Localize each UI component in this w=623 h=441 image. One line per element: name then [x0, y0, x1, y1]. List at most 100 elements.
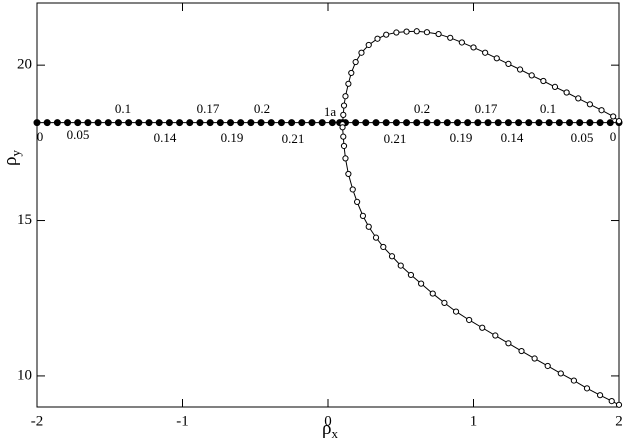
data-point: [563, 89, 570, 96]
data-point: [328, 119, 336, 127]
data-point: [365, 41, 372, 49]
data-point: [318, 119, 326, 127]
annotation: 0.05: [571, 130, 594, 145]
data-point: [196, 119, 204, 127]
data-point: [372, 234, 380, 241]
annotation: 0: [37, 129, 44, 144]
annotation: 0.21: [384, 131, 407, 146]
data-point: [610, 113, 617, 120]
annotation: 0.19: [450, 130, 473, 145]
annotation: 0.19: [221, 130, 244, 145]
data-point: [583, 385, 591, 392]
data-point: [267, 119, 275, 127]
y-axis-label: ρy: [0, 150, 23, 166]
data-point: [206, 119, 214, 127]
data-point: [435, 30, 442, 38]
data-point: [586, 101, 594, 108]
data-point: [94, 119, 102, 127]
x-tick-label: 0: [324, 413, 332, 429]
data-point: [104, 119, 112, 127]
data-point: [423, 29, 431, 36]
data-point: [308, 119, 316, 127]
data-point: [145, 119, 153, 127]
x-label-sub: x: [331, 426, 338, 441]
data-point: [340, 142, 348, 150]
data-point: [216, 119, 224, 127]
annotation: 0.17: [197, 101, 220, 116]
data-point: [528, 72, 535, 79]
data-point: [114, 119, 122, 127]
data-point: [586, 119, 594, 127]
data-point: [186, 119, 194, 127]
data-point: [393, 29, 400, 36]
data-point: [288, 119, 296, 127]
annotation: 0.21: [282, 131, 305, 146]
plot-frame: [36, 2, 620, 408]
data-point: [348, 69, 355, 77]
data-point: [504, 119, 512, 127]
data-point: [484, 119, 492, 127]
data-point: [74, 119, 82, 127]
series-line: [342, 127, 620, 406]
data-point: [33, 119, 41, 127]
data-point: [482, 49, 489, 56]
data-point: [551, 83, 559, 91]
data-point: [374, 35, 381, 42]
annotation: 0.14: [154, 130, 177, 145]
y-tick-label: 15: [17, 212, 32, 228]
data-point: [615, 401, 623, 408]
annotation: 1a: [324, 104, 337, 119]
data-point: [354, 198, 361, 205]
data-point: [380, 243, 387, 251]
data-point: [576, 119, 584, 127]
data-point: [443, 119, 451, 127]
y-tick-label: 10: [17, 367, 32, 383]
data-point: [429, 290, 436, 297]
data-point: [64, 119, 72, 127]
data-point: [540, 77, 547, 85]
data-point: [515, 119, 523, 127]
data-point: [165, 119, 173, 127]
data-point: [365, 223, 372, 230]
x-tick-label: 1: [470, 413, 478, 429]
annotation: 0: [610, 129, 617, 144]
data-point: [84, 119, 92, 127]
data-point: [505, 60, 512, 68]
data-point: [362, 119, 370, 127]
data-point: [388, 253, 396, 260]
data-point: [566, 119, 574, 127]
data-point: [545, 119, 553, 127]
data-point: [557, 370, 564, 377]
data-point: [392, 119, 400, 127]
data-point: [452, 308, 460, 315]
data-point: [345, 170, 352, 178]
x-axis-label: ρx: [322, 418, 338, 441]
data-point: [298, 119, 306, 127]
data-point: [413, 119, 421, 127]
data-point: [518, 347, 525, 355]
data-point: [227, 119, 235, 127]
data-point: [125, 119, 133, 127]
data-point: [418, 280, 425, 287]
x-label-base: ρ: [322, 418, 331, 439]
data-point: [372, 119, 380, 127]
data-point: [43, 119, 51, 127]
data-point: [433, 119, 441, 127]
data-point: [277, 119, 285, 127]
data-point: [531, 355, 538, 362]
annotation: 0.1: [540, 101, 556, 116]
data-point: [570, 377, 577, 384]
data-point: [615, 117, 623, 125]
data-point: [423, 119, 431, 127]
data-point: [155, 119, 163, 127]
data-point: [479, 324, 486, 331]
data-point: [237, 119, 245, 127]
x-tick-label: 2: [615, 413, 623, 429]
data-point: [606, 119, 614, 127]
annotation: 0.1: [115, 101, 131, 116]
data-point: [505, 340, 512, 347]
data-point: [596, 392, 604, 399]
data-point: [598, 107, 605, 114]
data-point: [135, 119, 143, 127]
